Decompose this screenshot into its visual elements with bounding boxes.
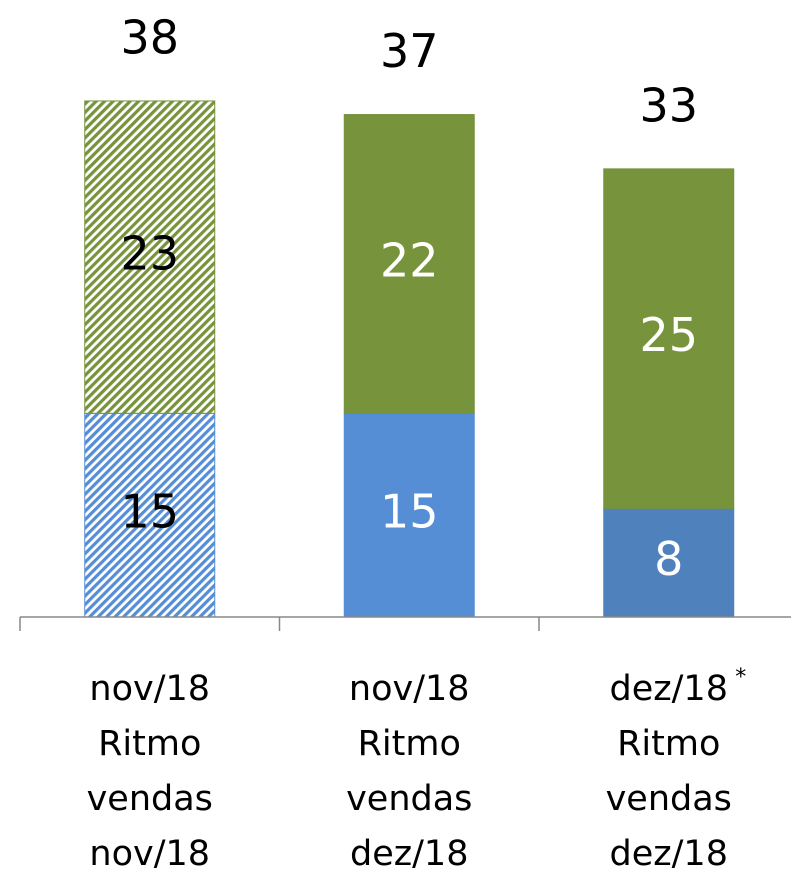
x-tick-label: dez/18 <box>350 834 468 874</box>
total-label: 37 <box>380 24 439 78</box>
data-label: 25 <box>639 308 698 362</box>
bar-segment <box>603 168 735 509</box>
bar-segment <box>84 100 216 414</box>
x-tick-label: dez/18 <box>610 834 728 874</box>
x-tick-label: vendas <box>346 779 472 819</box>
total-label: 38 <box>120 10 179 64</box>
data-label: 15 <box>120 485 179 539</box>
bar-segment <box>603 507 735 618</box>
bar-segment <box>343 114 475 414</box>
bar-segment <box>84 412 216 618</box>
data-label: 8 <box>654 532 683 586</box>
x-tick-label: Ritmo <box>98 724 201 764</box>
x-tick-label: vendas <box>606 779 732 819</box>
x-tick-label: nov/18 <box>89 834 210 874</box>
data-label: 15 <box>380 485 439 539</box>
x-tick-label: Ritmo <box>358 724 461 764</box>
total-label: 33 <box>639 78 698 132</box>
footnote-mark: * <box>735 665 746 690</box>
x-tick-label: dez/18 <box>610 669 728 709</box>
data-label: 22 <box>380 233 439 287</box>
x-tick-label: nov/18 <box>349 669 470 709</box>
x-tick-label: vendas <box>87 779 213 819</box>
data-label: 23 <box>120 227 179 281</box>
x-tick-label: nov/18 <box>89 669 210 709</box>
x-tick-label: Ritmo <box>617 724 720 764</box>
